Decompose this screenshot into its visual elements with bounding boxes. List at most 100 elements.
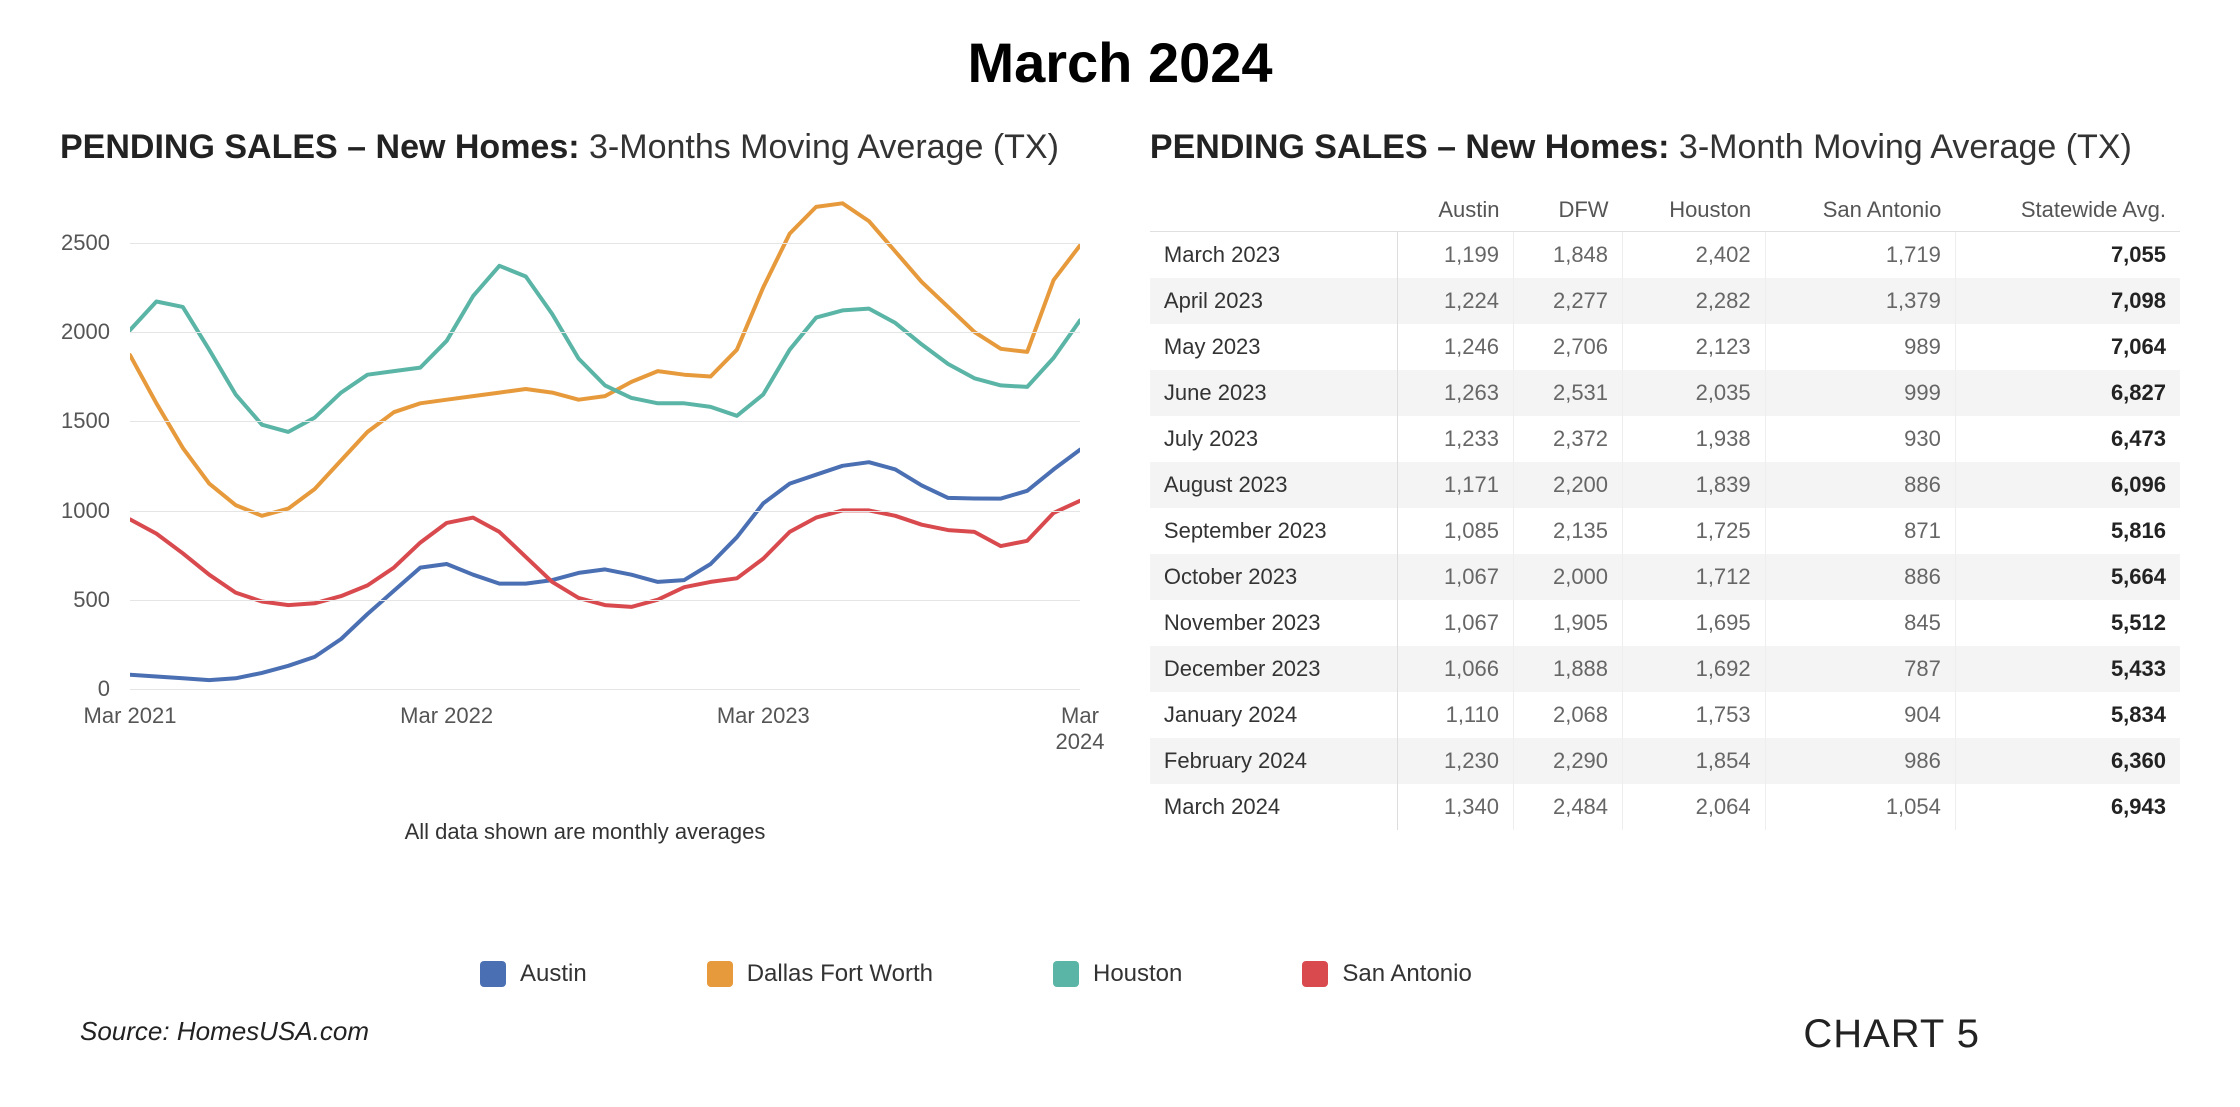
table-cell: 6,827 (1955, 370, 2180, 416)
report-page: March 2024 PENDING SALES – New Homes: 3-… (0, 0, 2240, 1107)
chart-panel: PENDING SALES – New Homes: 3-Months Movi… (60, 125, 1110, 845)
table-row: July 20231,2332,3721,9389306,473 (1150, 416, 2180, 462)
table-row: September 20231,0852,1351,7258715,816 (1150, 508, 2180, 554)
series-line (130, 203, 1080, 516)
table-cell: 2,200 (1514, 462, 1623, 508)
table-cell: 1,839 (1623, 462, 1766, 508)
table-cell: 2,531 (1514, 370, 1623, 416)
table-cell: 7,098 (1955, 278, 2180, 324)
table-cell: 1,888 (1514, 646, 1623, 692)
series-line (130, 450, 1080, 680)
line-chart: 05001000150020002500Mar 2021Mar 2022Mar … (60, 189, 1080, 749)
table-cell: 1,905 (1514, 600, 1623, 646)
page-title: March 2024 (60, 30, 2180, 95)
table-cell: 1,695 (1623, 600, 1766, 646)
table-cell: 6,473 (1955, 416, 2180, 462)
series-line (130, 266, 1080, 432)
table-cell: 7,055 (1955, 232, 2180, 279)
chart-footnote: All data shown are monthly averages (60, 819, 1110, 845)
table-row: January 20241,1102,0681,7539045,834 (1150, 692, 2180, 738)
table-cell: 1,938 (1623, 416, 1766, 462)
table-cell: 6,943 (1955, 784, 2180, 830)
row-label: September 2023 (1150, 508, 1398, 554)
x-tick-label: Mar 2022 (400, 703, 493, 729)
table-cell: 1,712 (1623, 554, 1766, 600)
legend-label: Dallas Fort Worth (747, 960, 933, 988)
grid-line (130, 332, 1080, 333)
table-cell: 7,064 (1955, 324, 2180, 370)
table-cell: 1,224 (1398, 278, 1514, 324)
table-row: March 20231,1991,8482,4021,7197,055 (1150, 232, 2180, 279)
table-cell: 1,340 (1398, 784, 1514, 830)
y-tick-label: 1500 (50, 408, 110, 434)
table-cell: 1,199 (1398, 232, 1514, 279)
table-row: June 20231,2632,5312,0359996,827 (1150, 370, 2180, 416)
table-cell: 2,135 (1514, 508, 1623, 554)
x-tick-label: Mar 2024 (1056, 703, 1105, 755)
table-cell: 2,068 (1514, 692, 1623, 738)
table-row: August 20231,1712,2001,8398866,096 (1150, 462, 2180, 508)
series-line (130, 501, 1080, 607)
grid-line (130, 421, 1080, 422)
row-label: January 2024 (1150, 692, 1398, 738)
x-tick-label: Mar 2021 (84, 703, 177, 729)
table-panel: PENDING SALES – New Homes: 3-Month Movin… (1150, 125, 2180, 845)
table-cell: 886 (1765, 462, 1955, 508)
row-label: March 2023 (1150, 232, 1398, 279)
y-tick-label: 0 (50, 676, 110, 702)
table-cell: 1,085 (1398, 508, 1514, 554)
grid-line (130, 511, 1080, 512)
table-cell: 5,816 (1955, 508, 2180, 554)
table-row: February 20241,2302,2901,8549866,360 (1150, 738, 2180, 784)
legend-label: Houston (1093, 960, 1182, 988)
legend-swatch (707, 961, 733, 987)
table-row: May 20231,2462,7062,1239897,064 (1150, 324, 2180, 370)
table-cell: 886 (1765, 554, 1955, 600)
grid-line (130, 689, 1080, 690)
two-column-layout: PENDING SALES – New Homes: 3-Months Movi… (60, 125, 2180, 845)
table-cell: 2,402 (1623, 232, 1766, 279)
legend-swatch (480, 961, 506, 987)
chart-title-rest: 3-Months Moving Average (TX) (580, 128, 1059, 166)
row-label: October 2023 (1150, 554, 1398, 600)
table-row: December 20231,0661,8881,6927875,433 (1150, 646, 2180, 692)
chart-legend: AustinDallas Fort WorthHoustonSan Antoni… (480, 960, 2160, 988)
row-label: February 2024 (1150, 738, 1398, 784)
table-cell: 1,230 (1398, 738, 1514, 784)
table-cell: 2,372 (1514, 416, 1623, 462)
table-header-cell: San Antonio (1765, 189, 1955, 232)
table-cell: 1,719 (1765, 232, 1955, 279)
table-cell: 1,379 (1765, 278, 1955, 324)
table-header-cell: Austin (1398, 189, 1514, 232)
table-cell: 5,664 (1955, 554, 2180, 600)
row-label: May 2023 (1150, 324, 1398, 370)
table-cell: 1,692 (1623, 646, 1766, 692)
table-title-rest: 3-Month Moving Average (TX) (1669, 128, 2131, 166)
table-cell: 787 (1765, 646, 1955, 692)
row-label: November 2023 (1150, 600, 1398, 646)
table-cell: 6,096 (1955, 462, 2180, 508)
table-cell: 1,848 (1514, 232, 1623, 279)
table-cell: 1,753 (1623, 692, 1766, 738)
row-label: August 2023 (1150, 462, 1398, 508)
table-title: PENDING SALES – New Homes: 3-Month Movin… (1150, 125, 2180, 169)
table-cell: 2,484 (1514, 784, 1623, 830)
row-label: March 2024 (1150, 784, 1398, 830)
table-cell: 1,110 (1398, 692, 1514, 738)
table-cell: 904 (1765, 692, 1955, 738)
legend-swatch (1053, 961, 1079, 987)
y-tick-label: 1000 (50, 498, 110, 524)
table-title-bold: PENDING SALES – New Homes: (1150, 128, 1670, 166)
table-cell: 5,834 (1955, 692, 2180, 738)
legend-item: Austin (480, 960, 587, 988)
table-header-cell (1150, 189, 1398, 232)
legend-label: Austin (520, 960, 587, 988)
data-table: AustinDFWHoustonSan AntonioStatewide Avg… (1150, 189, 2180, 830)
table-cell: 5,433 (1955, 646, 2180, 692)
table-cell: 2,064 (1623, 784, 1766, 830)
table-cell: 986 (1765, 738, 1955, 784)
legend-item: Houston (1053, 960, 1182, 988)
table-cell: 845 (1765, 600, 1955, 646)
table-header-cell: Statewide Avg. (1955, 189, 2180, 232)
table-cell: 2,000 (1514, 554, 1623, 600)
